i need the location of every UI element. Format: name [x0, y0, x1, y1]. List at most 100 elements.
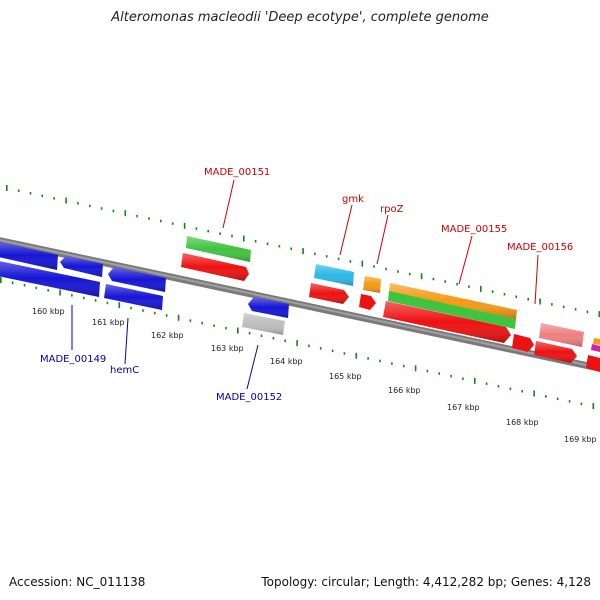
major-tick [414, 365, 417, 372]
major-tick [420, 273, 423, 280]
outer-tick-ring [6, 185, 600, 318]
gene-partial-orange[interactable] [593, 338, 600, 345]
minor-tick [35, 286, 38, 290]
major-tick [237, 327, 239, 334]
minor-tick [77, 202, 79, 205]
minor-tick [314, 252, 316, 256]
minor-tick [450, 374, 452, 378]
minor-tick [272, 337, 275, 340]
minor-tick [319, 347, 322, 350]
minor-tick [373, 265, 375, 268]
major-tick [539, 298, 541, 305]
minor-tick [89, 204, 91, 208]
minor-tick [29, 192, 32, 195]
minor-tick [580, 402, 583, 406]
label-MADE_00151[interactable]: MADE_00151 [204, 167, 270, 178]
gene-partial-magenta[interactable] [591, 344, 600, 352]
major-tick [177, 314, 180, 321]
minor-tick [568, 400, 571, 403]
minor-tick [527, 298, 529, 301]
major-tick [361, 260, 364, 267]
topology-footer: Topology: circular; Length: 4,412,282 bp… [261, 575, 591, 589]
minor-tick [106, 301, 109, 305]
minor-tick [154, 311, 156, 315]
kbp-label: 161 kbp [92, 318, 125, 327]
minor-tick [397, 270, 399, 273]
kbp-label: 160 kbp [32, 307, 65, 316]
minor-tick [278, 245, 281, 248]
major-tick [0, 277, 2, 283]
minor-tick [195, 227, 198, 230]
minor-tick [521, 390, 523, 393]
major-tick [480, 285, 482, 292]
minor-tick [130, 306, 132, 310]
kbp-label: 167 kbp [447, 403, 480, 412]
minor-tick [53, 197, 55, 200]
minor-tick [231, 234, 233, 238]
forward-genes [181, 236, 600, 372]
minor-tick [562, 305, 565, 309]
minor-tick [284, 339, 286, 342]
minor-tick [509, 387, 512, 390]
minor-tick [556, 397, 559, 401]
label-MADE_00149[interactable]: MADE_00149 [40, 354, 106, 365]
minor-tick [367, 357, 369, 360]
minor-tick [47, 289, 49, 292]
major-tick [355, 352, 358, 359]
minor-tick [462, 377, 464, 380]
reverse-genes [0, 242, 289, 335]
kbp-labels: 160 kbp 161 kbp 162 kbp 163 kbp 164 kbp … [32, 307, 597, 444]
minor-tick [201, 321, 203, 325]
kbp-label: 164 kbp [270, 357, 303, 366]
major-tick [243, 235, 245, 242]
minor-tick [17, 189, 20, 192]
label-hemC[interactable]: hemC [110, 365, 139, 376]
major-tick [6, 185, 8, 191]
label-MADE_00155[interactable]: MADE_00155 [441, 224, 507, 235]
minor-tick [485, 382, 488, 385]
minor-tick [586, 310, 589, 314]
gene-arrow-red[interactable] [512, 334, 534, 352]
minor-tick [545, 395, 547, 398]
minor-tick [337, 257, 340, 261]
major-tick [474, 377, 476, 384]
minor-tick [325, 255, 328, 258]
minor-tick [142, 309, 144, 312]
minor-tick [343, 352, 346, 355]
major-tick [296, 340, 298, 347]
label-rpoZ[interactable]: rpoZ [380, 204, 404, 215]
major-tick [118, 302, 121, 309]
minor-tick [148, 217, 150, 220]
minor-tick [41, 194, 44, 198]
minor-tick [23, 284, 26, 287]
minor-tick [444, 280, 446, 283]
minor-tick [260, 334, 263, 337]
minor-tick [219, 232, 221, 235]
gene-partial-red[interactable] [586, 355, 600, 372]
minor-tick [136, 214, 138, 218]
minor-tick [290, 247, 292, 250]
minor-tick [385, 267, 387, 271]
label-MADE_00156[interactable]: MADE_00156 [507, 242, 573, 253]
gene-green-long[interactable] [388, 291, 516, 329]
label-MADE_00152[interactable]: MADE_00152 [216, 392, 282, 403]
minor-tick [213, 324, 215, 327]
gene-arrow-red[interactable] [359, 294, 376, 310]
minor-tick [349, 260, 352, 263]
minor-tick [266, 242, 269, 245]
kbp-label: 168 kbp [506, 418, 539, 427]
minor-tick [574, 308, 577, 311]
minor-tick [331, 349, 334, 353]
minor-tick [94, 299, 97, 302]
minor-tick [391, 362, 393, 365]
minor-tick [189, 319, 192, 322]
label-gmk[interactable]: gmk [342, 194, 364, 205]
minor-tick [438, 372, 440, 375]
minor-tick [254, 240, 257, 243]
minor-tick [515, 295, 518, 298]
minor-tick [402, 364, 405, 368]
major-tick [533, 390, 535, 397]
minor-tick [468, 285, 470, 288]
major-tick [592, 403, 595, 410]
